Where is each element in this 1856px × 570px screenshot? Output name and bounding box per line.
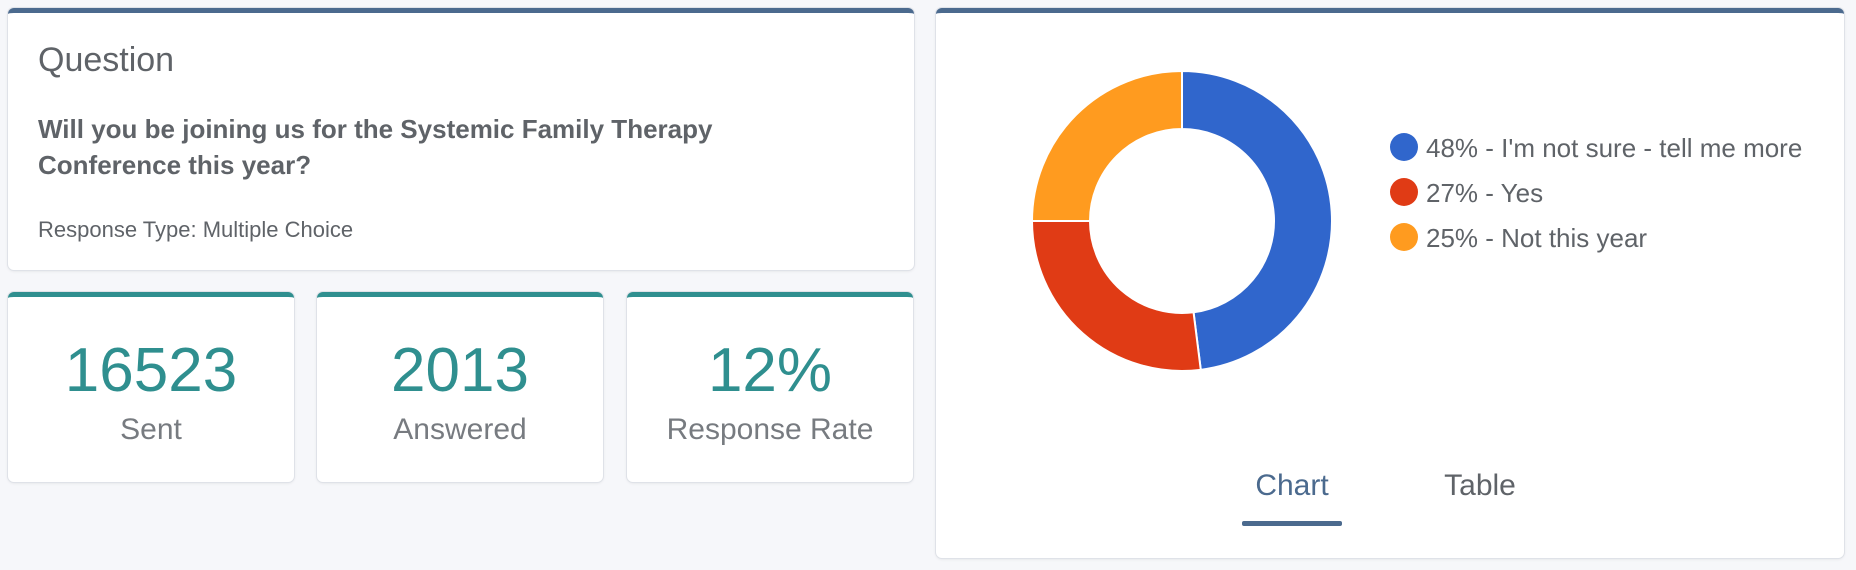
donut-slice-0 — [1181, 69, 1333, 371]
legend-label: 27% - Yes — [1426, 178, 1544, 208]
stat-answered-value: 2013 — [391, 336, 529, 405]
legend-label: 48% - I'm not sure - tell me more — [1426, 133, 1803, 163]
question-text: Will you be joining us for the Systemic … — [38, 114, 713, 180]
donut-chart — [1030, 69, 1333, 372]
legend-item: 48% - I'm not sure - tell me more — [1390, 133, 1810, 164]
stat-card-answered: 2013 Answered — [317, 292, 603, 482]
legend-dot — [1390, 223, 1418, 251]
tab-chart-label: Chart — [1255, 469, 1329, 502]
tab-table-label: Table — [1444, 469, 1516, 502]
active-tab-indicator — [1242, 521, 1342, 526]
tab-chart[interactable]: Chart — [1242, 469, 1342, 526]
response-type: Response Type: Multiple Choice — [38, 217, 354, 242]
question-heading: Question — [38, 41, 175, 79]
donut-slice-2 — [1030, 69, 1183, 222]
stat-card-response-rate: 12% Response Rate — [627, 292, 913, 482]
stat-sent-value: 16523 — [64, 336, 238, 405]
stat-sent-label: Sent — [120, 413, 182, 446]
stat-rate-label: Response Rate — [666, 413, 874, 446]
tab-table[interactable]: Table — [1430, 469, 1530, 503]
chart-legend: 48% - I'm not sure - tell me more 27% - … — [1390, 133, 1810, 268]
view-tabs: Chart Table — [936, 469, 1844, 529]
question-card: Question Will you be joining us for the … — [8, 8, 914, 270]
legend-item: 27% - Yes — [1390, 178, 1810, 209]
stat-answered-label: Answered — [393, 413, 527, 446]
donut-slice-1 — [1030, 220, 1202, 372]
legend-dot — [1390, 178, 1418, 206]
chart-card: 48% - I'm not sure - tell me more 27% - … — [936, 8, 1844, 558]
stat-card-sent: 16523 Sent — [8, 292, 294, 482]
stat-rate-value: 12% — [707, 336, 833, 405]
legend-dot — [1390, 133, 1418, 161]
legend-item: 25% - Not this year — [1390, 223, 1810, 254]
legend-label: 25% - Not this year — [1426, 223, 1648, 253]
